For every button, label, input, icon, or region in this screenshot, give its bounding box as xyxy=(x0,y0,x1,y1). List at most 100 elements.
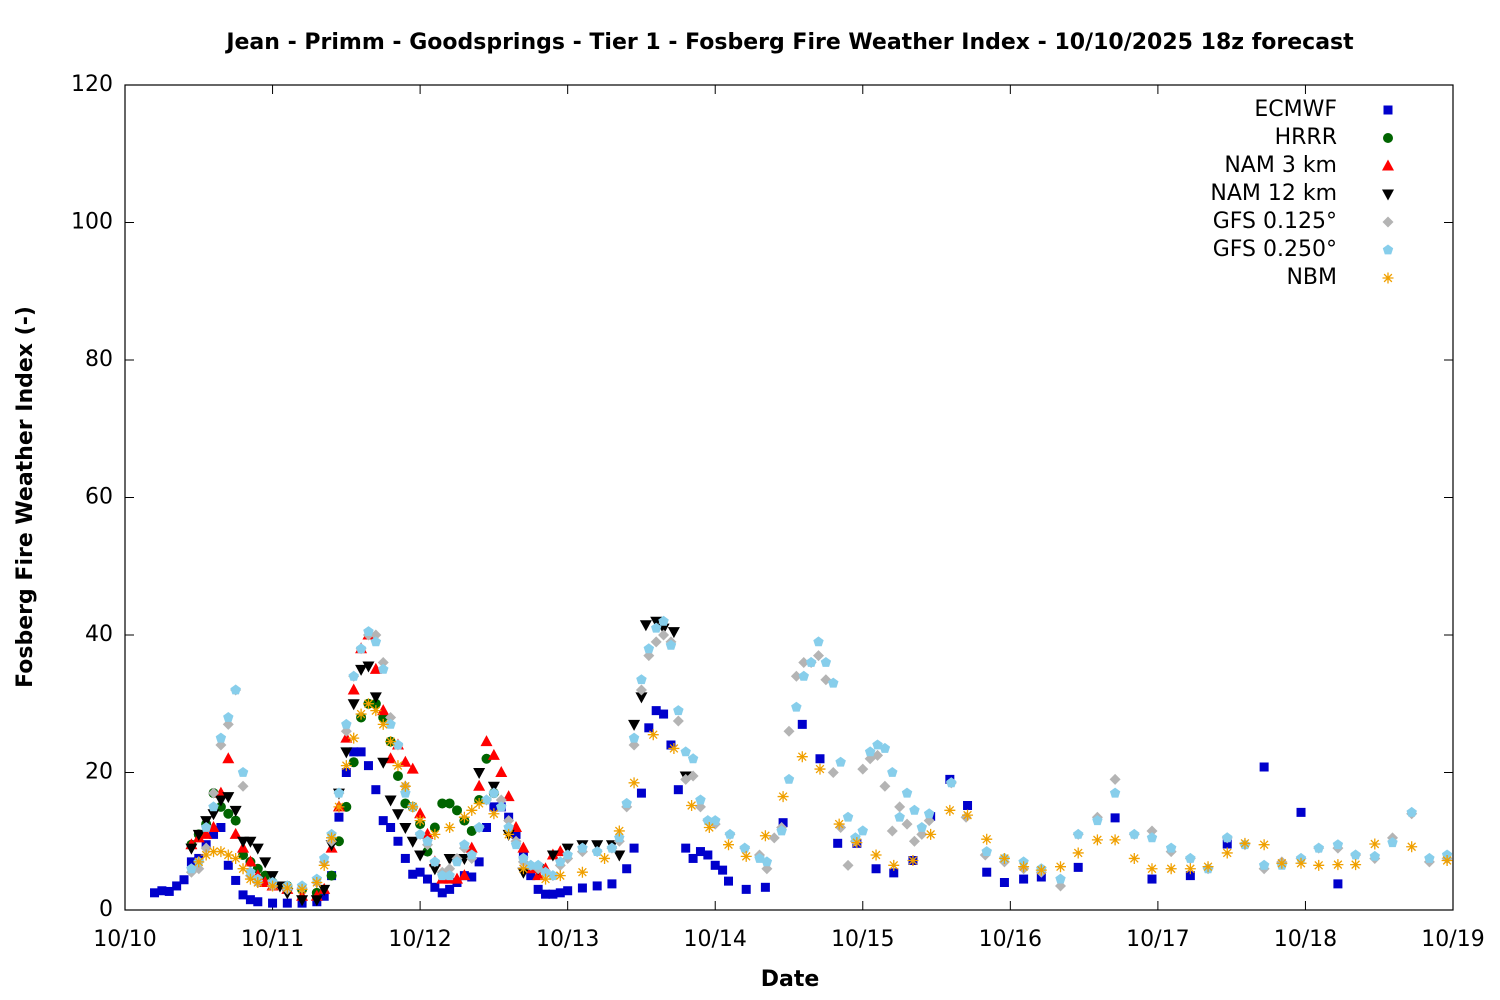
data-point xyxy=(237,863,249,875)
data-point xyxy=(340,760,352,772)
data-point xyxy=(555,888,565,898)
data-point xyxy=(480,735,493,747)
data-point xyxy=(371,785,381,795)
data-point xyxy=(238,890,248,900)
data-point xyxy=(193,856,205,868)
data-point xyxy=(760,882,770,892)
data-point xyxy=(370,629,382,641)
data-point xyxy=(889,868,899,878)
data-point xyxy=(518,852,529,863)
data-point xyxy=(908,835,920,847)
legend-label: NBM xyxy=(1286,265,1337,290)
x-tick-label: 10/14 xyxy=(684,927,747,952)
data-point xyxy=(222,849,234,861)
data-point xyxy=(400,853,410,863)
data-point xyxy=(473,822,485,832)
data-point xyxy=(348,732,360,744)
data-point xyxy=(385,712,397,723)
data-point xyxy=(459,839,470,850)
data-point xyxy=(1313,842,1324,853)
data-point xyxy=(222,752,235,764)
data-point xyxy=(363,761,373,771)
data-point xyxy=(1019,874,1029,884)
data-point xyxy=(348,757,359,768)
data-point xyxy=(467,872,477,882)
data-point xyxy=(421,827,434,839)
data-point xyxy=(406,762,419,774)
data-point xyxy=(443,853,456,865)
data-point xyxy=(541,889,551,899)
data-point xyxy=(887,767,898,777)
data-point xyxy=(592,881,602,891)
data-point xyxy=(502,790,515,802)
legend-label: GFS 0.125° xyxy=(1213,209,1337,234)
data-point xyxy=(237,780,249,792)
data-point xyxy=(340,731,353,743)
chart-title: Jean - Primm - Goodsprings - Tier 1 - Fo… xyxy=(224,30,1354,55)
data-point xyxy=(1073,828,1084,839)
data-point xyxy=(517,863,529,875)
data-point xyxy=(362,698,374,710)
data-point xyxy=(1222,839,1232,849)
data-point xyxy=(850,832,861,843)
data-point xyxy=(1110,813,1120,823)
data-point xyxy=(723,839,735,851)
x-tick-label: 10/15 xyxy=(831,927,894,952)
data-point xyxy=(451,872,463,884)
data-point xyxy=(686,800,698,811)
data-point xyxy=(481,794,492,805)
data-point xyxy=(805,657,817,667)
data-point xyxy=(798,670,809,681)
data-point xyxy=(864,746,876,757)
data-point xyxy=(740,850,752,862)
data-point xyxy=(1109,834,1121,846)
data-point xyxy=(192,829,205,841)
y-tick-label: 120 xyxy=(71,72,113,97)
data-point xyxy=(796,751,808,763)
data-point xyxy=(1146,832,1158,843)
data-point xyxy=(310,895,323,907)
data-point xyxy=(215,846,227,858)
data-point xyxy=(444,870,455,881)
data-point xyxy=(223,808,234,819)
data-point xyxy=(613,825,625,837)
data-point xyxy=(999,878,1009,887)
data-point xyxy=(488,787,500,798)
data-point xyxy=(703,822,715,833)
data-point xyxy=(647,729,659,741)
data-point xyxy=(318,884,331,896)
data-point xyxy=(820,657,832,667)
data-point xyxy=(888,859,900,871)
data-point xyxy=(503,822,514,832)
data-point xyxy=(1147,874,1157,884)
data-point xyxy=(363,626,374,636)
data-point xyxy=(296,895,309,907)
legend-label: NAM 12 km xyxy=(1210,181,1337,206)
data-point xyxy=(208,801,219,812)
data-point xyxy=(741,884,751,894)
data-point xyxy=(496,801,507,812)
data-point xyxy=(1276,857,1288,869)
data-point xyxy=(1259,762,1269,772)
data-point xyxy=(759,830,771,842)
x-tick-label: 10/13 xyxy=(536,927,599,952)
data-point xyxy=(362,661,375,673)
data-point xyxy=(216,823,226,832)
data-point xyxy=(833,838,843,848)
data-point xyxy=(430,882,440,892)
data-point xyxy=(963,801,973,810)
data-point xyxy=(1441,849,1453,860)
data-point xyxy=(981,846,992,856)
legend-label: ECMWF xyxy=(1254,97,1337,122)
data-point xyxy=(1295,857,1307,869)
data-point xyxy=(667,627,680,639)
data-point xyxy=(1146,863,1158,875)
data-point xyxy=(639,620,652,632)
data-point xyxy=(347,699,360,711)
x-tick-label: 10/11 xyxy=(241,927,304,952)
data-point xyxy=(266,871,279,883)
data-point xyxy=(237,767,249,777)
data-point xyxy=(636,674,647,685)
data-point xyxy=(614,832,625,843)
data-point xyxy=(230,684,241,695)
